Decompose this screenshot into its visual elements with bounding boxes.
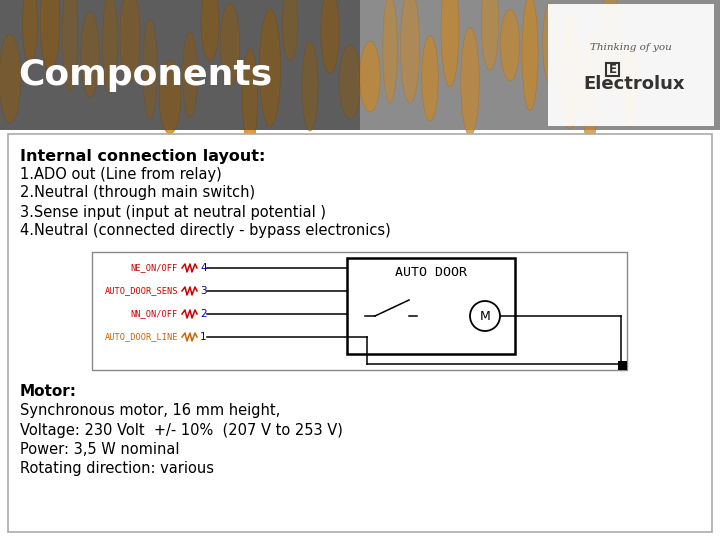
Bar — [618, 361, 627, 370]
Text: 1.ADO out (Line from relay): 1.ADO out (Line from relay) — [20, 166, 222, 181]
Ellipse shape — [522, 0, 538, 111]
Text: Internal connection layout:: Internal connection layout: — [20, 148, 266, 164]
Bar — [548, 4, 714, 126]
Bar — [0, 0, 360, 130]
Ellipse shape — [559, 12, 580, 129]
Ellipse shape — [242, 49, 258, 146]
Ellipse shape — [441, 0, 459, 87]
Ellipse shape — [81, 12, 99, 97]
Text: Power: 3,5 W nominal: Power: 3,5 W nominal — [20, 442, 179, 456]
Text: AUTO_DOOR_SENS: AUTO_DOOR_SENS — [104, 287, 178, 295]
Text: 4.Neutral (connected directly - bypass electronics): 4.Neutral (connected directly - bypass e… — [20, 224, 391, 239]
Text: NE_ON/OFF: NE_ON/OFF — [131, 264, 178, 273]
Ellipse shape — [621, 45, 639, 126]
Ellipse shape — [481, 0, 499, 70]
Text: 2.Neutral (through main switch): 2.Neutral (through main switch) — [20, 186, 255, 200]
FancyBboxPatch shape — [8, 134, 712, 532]
Bar — [0, 0, 720, 130]
Text: Thinking of you: Thinking of you — [590, 44, 672, 52]
Ellipse shape — [461, 28, 480, 136]
Ellipse shape — [383, 0, 397, 103]
Text: Electrolux: Electrolux — [583, 75, 685, 93]
Ellipse shape — [201, 0, 219, 61]
Ellipse shape — [220, 3, 240, 86]
Text: Motor:: Motor: — [20, 384, 77, 400]
Ellipse shape — [22, 0, 37, 64]
Ellipse shape — [360, 42, 380, 112]
Ellipse shape — [302, 42, 318, 131]
Circle shape — [470, 301, 500, 331]
Ellipse shape — [159, 60, 181, 134]
Ellipse shape — [183, 32, 197, 117]
Ellipse shape — [321, 0, 339, 73]
Text: 3: 3 — [200, 286, 207, 296]
Text: AUTO DOOR: AUTO DOOR — [395, 266, 467, 279]
Ellipse shape — [282, 0, 298, 61]
Ellipse shape — [62, 0, 78, 90]
Ellipse shape — [400, 0, 420, 103]
Text: 1: 1 — [200, 332, 207, 342]
Bar — [606, 63, 619, 76]
Text: 2: 2 — [200, 309, 207, 319]
Bar — [347, 258, 515, 354]
Ellipse shape — [600, 0, 621, 100]
Ellipse shape — [543, 3, 557, 84]
Ellipse shape — [0, 34, 21, 123]
Bar — [92, 252, 627, 370]
Text: 3.Sense input (input at neutral potential ): 3.Sense input (input at neutral potentia… — [20, 205, 326, 219]
Ellipse shape — [120, 0, 140, 83]
Ellipse shape — [143, 19, 157, 118]
Ellipse shape — [102, 0, 117, 93]
Ellipse shape — [339, 45, 361, 119]
Text: NN_ON/OFF: NN_ON/OFF — [131, 309, 178, 319]
Bar — [0, 0, 720, 130]
Text: E: E — [608, 63, 616, 76]
Ellipse shape — [422, 36, 438, 121]
Text: Components: Components — [18, 58, 272, 92]
Text: Voltage: 230 Volt  +/- 10%  (207 V to 253 V): Voltage: 230 Volt +/- 10% (207 V to 253 … — [20, 422, 343, 437]
Ellipse shape — [40, 0, 60, 72]
Text: Rotating direction: various: Rotating direction: various — [20, 461, 214, 476]
Ellipse shape — [259, 9, 281, 126]
Text: Synchronous motor, 16 mm height,: Synchronous motor, 16 mm height, — [20, 403, 280, 418]
Text: M: M — [480, 309, 490, 322]
Text: 4: 4 — [200, 263, 207, 273]
Text: AUTO_DOOR_LINE: AUTO_DOOR_LINE — [104, 333, 178, 341]
Ellipse shape — [500, 9, 520, 81]
Ellipse shape — [582, 36, 598, 146]
